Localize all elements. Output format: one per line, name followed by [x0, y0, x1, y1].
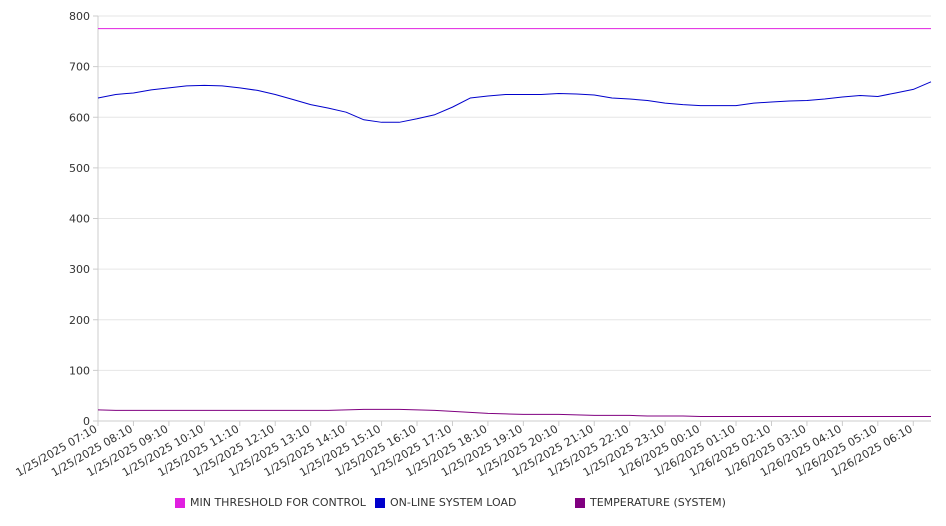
- legend-label-min-threshold: MIN THRESHOLD FOR CONTROL: [190, 496, 366, 509]
- series-line-on-line-system-load: [97, 81, 932, 123]
- y-tick-label: 600: [69, 111, 90, 124]
- legend-item-min-threshold[interactable]: MIN THRESHOLD FOR CONTROL: [175, 496, 366, 509]
- series-lines: [97, 28, 932, 417]
- legend-label-temperature: TEMPERATURE (SYSTEM): [590, 496, 726, 509]
- legend-item-system-load[interactable]: ON-LINE SYSTEM LOAD: [375, 496, 516, 509]
- legend-item-temperature[interactable]: TEMPERATURE (SYSTEM): [575, 496, 726, 509]
- y-axis: 0 100 200 300 400 500 600 700 800: [69, 10, 99, 428]
- gridlines: [98, 15, 931, 422]
- legend-swatch-system-load: [375, 497, 385, 508]
- legend-swatch-min-threshold: [175, 497, 185, 508]
- y-tick-label: 300: [69, 263, 90, 276]
- legend-label-system-load: ON-LINE SYSTEM LOAD: [390, 496, 517, 509]
- y-tick-label: 700: [69, 61, 90, 74]
- y-tick-label: 400: [69, 213, 90, 226]
- y-tick-label: 800: [69, 10, 90, 23]
- legend-swatch-temperature: [575, 497, 585, 508]
- legend: MIN THRESHOLD FOR CONTROL ON-LINE SYSTEM…: [0, 496, 946, 516]
- x-axis: 1/25/2025 07:101/25/2025 08:101/25/2025 …: [14, 420, 931, 479]
- y-tick-label: 0: [83, 415, 90, 428]
- line-chart: 0 100 200 300 400 500 600 700 800 1/25/2025 07:1…: [14, 10, 932, 479]
- y-tick-label: 100: [69, 364, 90, 377]
- y-tick-label: 500: [69, 162, 90, 175]
- series-line-temperature-system: [97, 408, 931, 417]
- y-tick-label: 200: [69, 314, 90, 327]
